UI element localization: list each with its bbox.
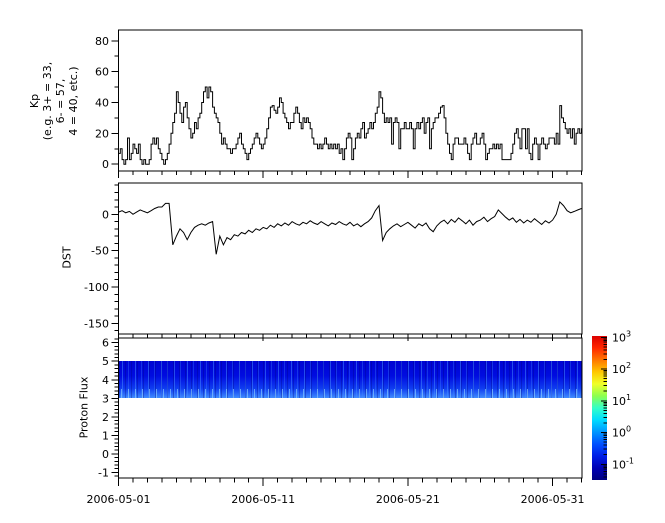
tick-label: -150 xyxy=(84,317,109,330)
tick-label: 40 xyxy=(95,96,109,109)
colorbar-gradient xyxy=(592,336,607,480)
tick-label: 4 xyxy=(102,374,109,387)
kp-series xyxy=(118,86,582,165)
proton-flux-axis-label: Proton Flux xyxy=(77,376,91,439)
colorbar-tick-label: 100 xyxy=(612,425,631,440)
tick-label: 80 xyxy=(95,35,109,48)
colorbar-tick-label: 10-1 xyxy=(612,456,634,471)
dst-frame xyxy=(118,182,583,335)
tick-label: -1 xyxy=(98,466,109,479)
tick-label: 0 xyxy=(102,208,109,221)
tick-label: 1 xyxy=(102,429,109,442)
tick-label: -50 xyxy=(91,245,109,258)
tick-label: 3 xyxy=(102,392,109,405)
proton-flux-band xyxy=(119,361,582,398)
dst-axis-label: DST xyxy=(60,246,74,269)
colorbar-tick-label: 103 xyxy=(612,329,631,344)
tick-label: 0 xyxy=(102,158,109,171)
tick-label: 6 xyxy=(102,337,109,350)
tick-label: 2006-05-21 xyxy=(376,493,440,506)
kp-axis-label-line-2: (e.g. 3+ = 33, xyxy=(41,61,54,141)
tick-label: 0 xyxy=(102,448,109,461)
tick-label: 2 xyxy=(102,411,109,424)
kp-axis-label-line-1: Kp xyxy=(28,93,41,109)
flux-frame xyxy=(118,337,583,479)
tick-label: 2006-05-01 xyxy=(87,493,151,506)
kp-axis-label: Kp (e.g. 3+ = 33, 6- = 57, 4 = 40, etc.) xyxy=(28,56,80,146)
tick-label: 20 xyxy=(95,127,109,140)
colorbar-tick-label: 101 xyxy=(612,393,631,408)
tick-label: 2006-05-11 xyxy=(231,493,295,506)
tick-label: -100 xyxy=(84,281,109,294)
kp-axis-label-line-4: 4 = 40, etc.) xyxy=(67,66,80,136)
kp-axis-label-line-3: 6- = 57, xyxy=(54,78,67,124)
tick-label: 60 xyxy=(95,66,109,79)
tick-label: 2006-05-31 xyxy=(521,493,585,506)
tick-label: 5 xyxy=(102,355,109,368)
dst-series xyxy=(118,200,582,255)
colorbar-tick-label: 102 xyxy=(612,361,631,376)
